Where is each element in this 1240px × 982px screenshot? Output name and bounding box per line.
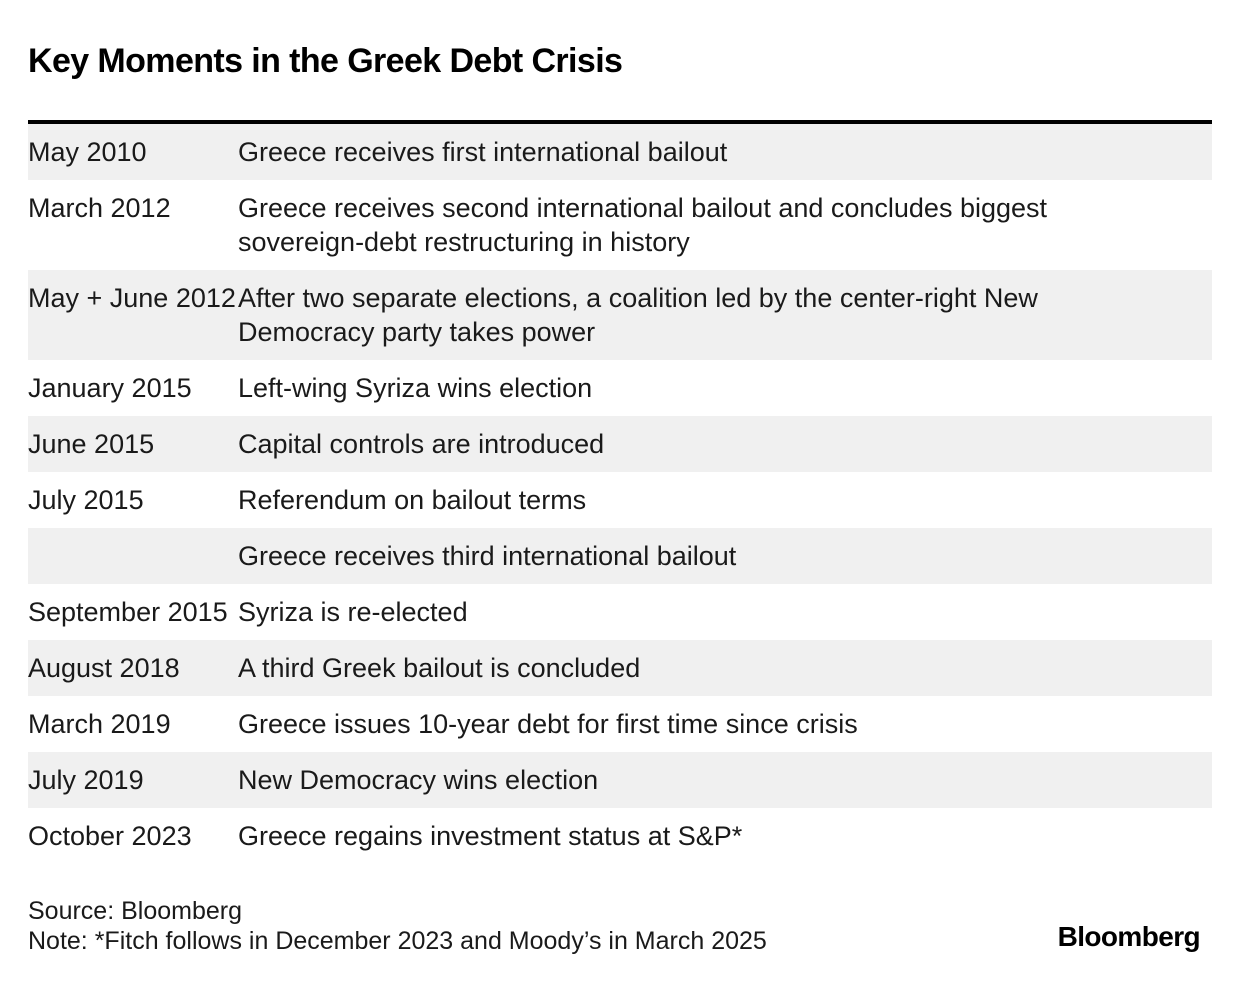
date-cell: January 2015 [28,373,192,403]
table-row: May + June 2012 After two separate elect… [28,270,1212,360]
date-cell: October 2023 [28,821,192,851]
table-row: Greece receives third international bail… [28,528,1212,584]
table-row: July 2019 New Democracy wins election [28,752,1212,808]
date-cell: September 2015 [28,597,228,627]
date-cell: July 2015 [28,485,144,515]
event-cell: New Democracy wins election [238,765,599,795]
event-cell: Greece receives third international bail… [238,541,737,571]
footer-notes: Source: Bloomberg Note: *Fitch follows i… [28,896,767,956]
table-row: May 2010 Greece receives first internati… [28,124,1212,180]
date-cell: May 2010 [28,137,147,167]
date-cell: June 2015 [28,429,155,459]
date-cell: May + June 2012 [28,283,236,313]
table-row: September 2015 Syriza is re-elected [28,584,1212,640]
table-row: June 2015 Capital controls are introduce… [28,416,1212,472]
date-cell: March 2019 [28,709,171,739]
table-row: January 2015 Left-wing Syriza wins elect… [28,360,1212,416]
event-cell: Referendum on bailout terms [238,485,587,515]
table-row: March 2019 Greece issues 10-year debt fo… [28,696,1212,752]
date-cell: August 2018 [28,653,180,683]
event-cell: A third Greek bailout is concluded [238,653,641,683]
date-cell: March 2012 [28,193,171,223]
event-cell: Greece issues 10-year debt for first tim… [238,709,858,739]
event-cell: After two separate elections, a coalitio… [238,283,1038,347]
table-row: October 2023 Greece regains investment s… [28,808,1212,864]
source-note: Source: Bloomberg [28,897,243,925]
event-cell: Greece receives first international bail… [238,137,728,167]
date-cell: July 2019 [28,765,144,795]
event-cell: Capital controls are introduced [238,429,605,459]
event-cell: Left-wing Syriza wins election [238,373,593,403]
table-row: March 2012 Greece receives second intern… [28,180,1212,270]
footnote: Note: *Fitch follows in December 2023 an… [28,927,767,955]
chart-title: Key Moments in the Greek Debt Crisis [28,42,623,80]
timeline-table: May 2010 Greece receives first internati… [28,120,1212,864]
event-cell: Greece receives second international bai… [238,193,1048,257]
table-row: July 2015 Referendum on bailout terms [28,472,1212,528]
event-cell: Greece regains investment status at S&P* [238,821,743,851]
bloomberg-logo: Bloomberg [1057,921,1201,952]
event-cell: Syriza is re-elected [238,597,468,627]
table-row: August 2018 A third Greek bailout is con… [28,640,1212,696]
